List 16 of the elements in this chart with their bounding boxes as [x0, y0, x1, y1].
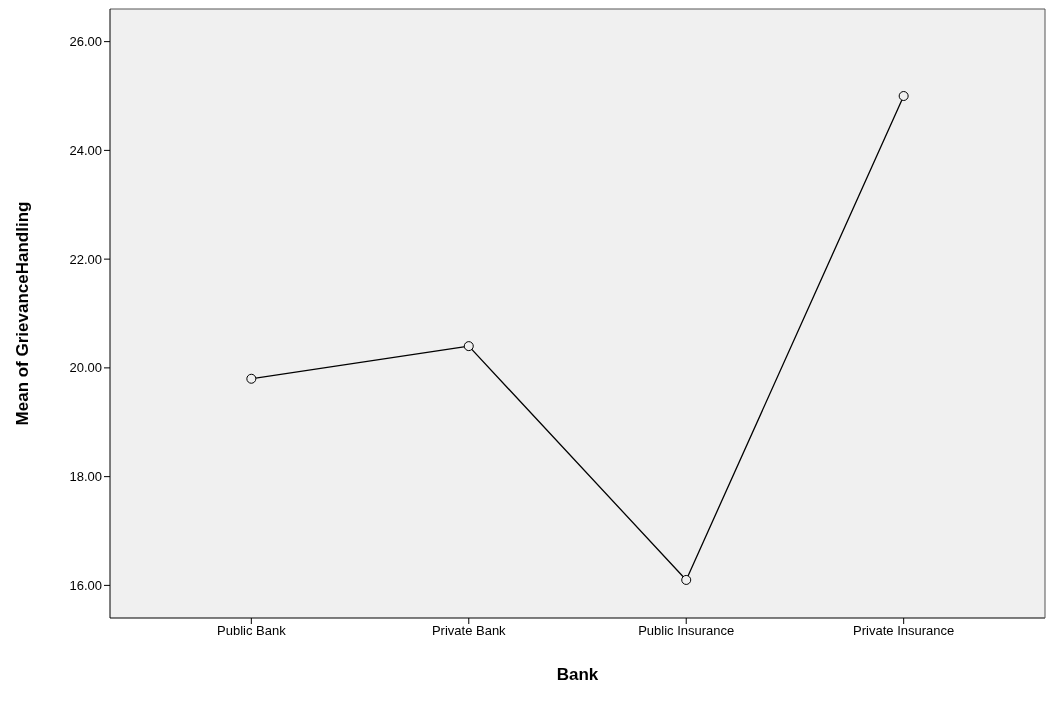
x-axis-title: Bank [556, 665, 599, 684]
x-tick-label: Public Bank [217, 623, 287, 639]
x-tick-label: Public Insurance [638, 623, 735, 639]
y-tick-label: 22.00 [69, 251, 102, 267]
y-tick-label: 26.00 [69, 34, 102, 50]
point [898, 91, 909, 101]
point [463, 341, 474, 352]
y-tick-label: 20.00 [69, 360, 102, 376]
y-tick-label: 16.00 [69, 577, 102, 593]
x-tick-label: Private Insurance [853, 623, 955, 639]
point [246, 373, 257, 384]
x-tick-label: Private Bank [431, 623, 507, 639]
y-tick-label: 24.00 [69, 142, 102, 158]
y-tick-label: 18.00 [69, 469, 102, 485]
y-axis-title: Mean of GrievanceHandling [13, 201, 33, 426]
point [681, 574, 692, 585]
